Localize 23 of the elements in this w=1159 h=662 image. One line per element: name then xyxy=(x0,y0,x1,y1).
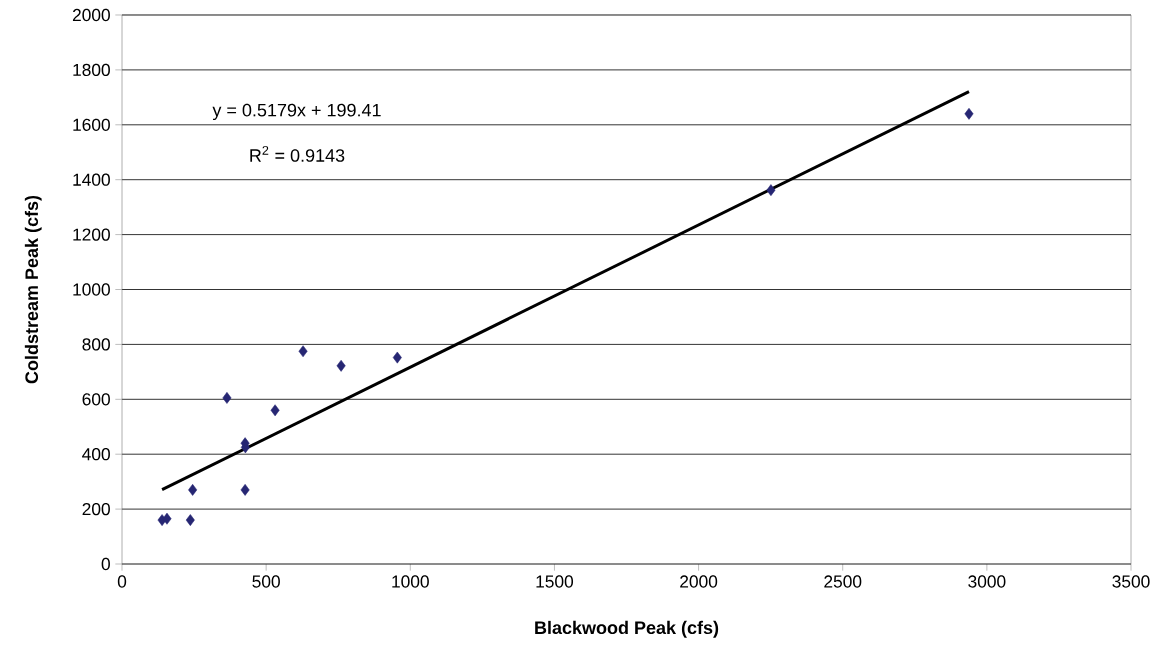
x-tick-label: 0 xyxy=(117,575,127,588)
x-tick-label: 2000 xyxy=(680,575,718,588)
x-tick-label: 1000 xyxy=(392,575,429,588)
y-tick-label: 600 xyxy=(82,393,110,406)
annotation: R$^{2}$ = 0.9143 xyxy=(250,145,345,162)
x-axis-title: Blackwood Peak (cfs) xyxy=(535,620,719,638)
x-tick-label: 3000 xyxy=(968,575,1006,588)
y-tick-label: 1600 xyxy=(73,118,110,131)
x-tick-label: 1500 xyxy=(536,575,574,588)
y-axis-title: Coldstream Peak (cfs) xyxy=(24,195,42,384)
y-tick-label: 1400 xyxy=(73,173,110,186)
y-tick-label: 400 xyxy=(82,448,110,461)
annotation: y = 0.5179x + 199.41 xyxy=(212,103,381,121)
y-tick-label: 0 xyxy=(101,557,110,571)
y-tick-label: 1200 xyxy=(73,228,110,241)
x-tick-label: 2500 xyxy=(824,575,862,588)
y-tick-label: 1000 xyxy=(73,283,110,296)
y-tick-label: 200 xyxy=(82,502,110,516)
y-tick-label: 1800 xyxy=(73,63,110,77)
y-tick-label: 800 xyxy=(82,338,110,351)
x-tick-label: 3500 xyxy=(1112,575,1150,588)
x-tick-label: 500 xyxy=(252,575,280,588)
y-tick-label: 2000 xyxy=(72,8,110,22)
